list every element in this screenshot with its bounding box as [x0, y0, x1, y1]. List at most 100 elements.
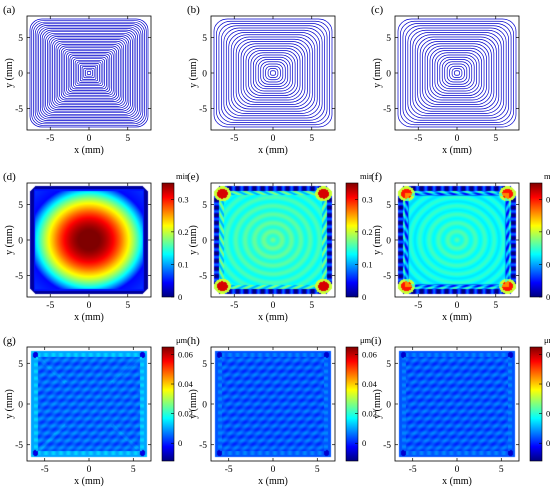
path-contour — [73, 59, 104, 88]
x-axis-label: x (mm) — [258, 145, 288, 156]
tool-path — [30, 19, 148, 127]
colorbar-gradient — [161, 346, 175, 462]
path-contour — [66, 52, 111, 93]
path-contour — [420, 39, 494, 107]
y-axis-label: y (mm) — [372, 225, 383, 255]
path-contour — [408, 28, 506, 118]
x-tick-label: 0 — [271, 134, 276, 144]
heatmap-image — [29, 349, 149, 459]
x-tick-label: 5 — [125, 301, 130, 311]
x-tick-label: 0 — [455, 301, 460, 311]
y-tick-label: 0 — [202, 401, 207, 411]
y-tick-label: 5 — [386, 201, 391, 211]
colorbar-unit: μm — [360, 335, 372, 345]
panel-label: (d) — [3, 171, 16, 183]
tool-path — [214, 19, 332, 127]
colorbar-tick-label: 0.02 — [178, 409, 193, 419]
panel-label: (c) — [371, 4, 384, 16]
path-contour — [30, 19, 148, 127]
colorbar-tick-label: 0 — [546, 292, 550, 302]
colorbar-tick-label: 0 — [178, 438, 182, 448]
y-tick-label: -5 — [383, 105, 391, 115]
path-contour — [40, 29, 137, 118]
path-contour — [84, 68, 94, 78]
path-contour — [447, 64, 467, 82]
y-tick-label: -5 — [199, 105, 207, 115]
colorbar-tick-label: 0.2 — [362, 227, 373, 237]
x-tick-label: -5 — [409, 465, 417, 475]
colorbar: 0 0.1 0.2 0.3 min — [529, 171, 550, 302]
colorbar-tick-label: 0.2 — [546, 227, 550, 237]
colorbar: 0 0.1 0.2 0.3 min — [345, 171, 374, 302]
path-contour — [35, 24, 143, 122]
path-contour — [219, 23, 327, 122]
path-contour — [87, 71, 90, 74]
x-tick-label: 5 — [493, 134, 498, 144]
path-contour — [418, 37, 497, 109]
colorbar-tick-label: 0.04 — [546, 379, 550, 389]
x-tick-label: -5 — [46, 301, 54, 311]
path-contour — [442, 59, 472, 86]
path-contour — [61, 48, 117, 99]
path-contour — [47, 35, 130, 111]
heatmap-image — [213, 185, 333, 295]
path-contour — [246, 48, 300, 98]
x-axis-label: x (mm) — [74, 476, 104, 487]
colorbar-unit: min — [544, 171, 550, 181]
path-contour — [437, 55, 476, 91]
path-contour — [77, 62, 101, 84]
y-tick-label: 0 — [386, 237, 391, 247]
path-contour — [79, 63, 100, 82]
x-tick-label: 0 — [271, 465, 276, 475]
path-contour — [415, 35, 499, 112]
path-contour — [80, 65, 97, 81]
path-contour — [229, 32, 318, 113]
y-tick-label: 5 — [202, 34, 207, 44]
path-contour — [216, 21, 329, 125]
path-contour — [423, 41, 492, 104]
x-axis-label: x (mm) — [442, 476, 472, 487]
heatmap-image — [213, 349, 333, 459]
x-axis-label: x (mm) — [258, 312, 288, 323]
y-tick-label: -5 — [199, 272, 207, 282]
y-tick-label: 0 — [202, 70, 207, 80]
path-contour — [32, 21, 147, 126]
axes-box — [394, 15, 520, 131]
path-contour — [244, 46, 303, 100]
path-contour — [400, 21, 513, 125]
panel-a: (a) -5 0 5 -5 0 5 x (mm) y (mm) — [3, 4, 152, 156]
panel-label: (a) — [3, 4, 16, 16]
x-tick-label: 0 — [87, 301, 92, 311]
axes-box — [210, 15, 336, 131]
path-contour — [263, 64, 283, 82]
colorbar-tick-label: 0.04 — [362, 379, 378, 389]
x-tick-label: 0 — [271, 301, 276, 311]
heatmap-image — [397, 185, 517, 295]
y-tick-label: 5 — [18, 34, 23, 44]
path-contour — [63, 49, 115, 97]
path-contour — [271, 71, 276, 76]
y-tick-label: -5 — [15, 105, 23, 115]
colorbar-gradient — [345, 182, 359, 298]
path-contour — [56, 43, 122, 103]
colorbar-tick-label: 0.3 — [546, 194, 550, 204]
y-tick-label: 0 — [386, 70, 391, 80]
path-contour — [51, 38, 127, 108]
y-tick-label: 5 — [202, 360, 207, 370]
y-tick-label: 0 — [386, 401, 391, 411]
panel-label: (g) — [3, 335, 16, 347]
panel-label: (e) — [187, 171, 200, 183]
x-tick-label: 0 — [455, 465, 460, 475]
heatmap-image — [397, 349, 517, 459]
path-contour — [403, 23, 511, 122]
path-contour — [44, 32, 134, 115]
path-contour — [261, 62, 286, 85]
x-tick-label: 0 — [87, 465, 92, 475]
x-tick-label: -5 — [225, 465, 233, 475]
y-tick-label: 0 — [202, 237, 207, 247]
path-contour — [53, 40, 126, 107]
y-tick-label: 0 — [18, 401, 23, 411]
path-contour — [54, 41, 123, 105]
path-contour — [413, 32, 502, 113]
x-axis-label: x (mm) — [74, 145, 104, 156]
